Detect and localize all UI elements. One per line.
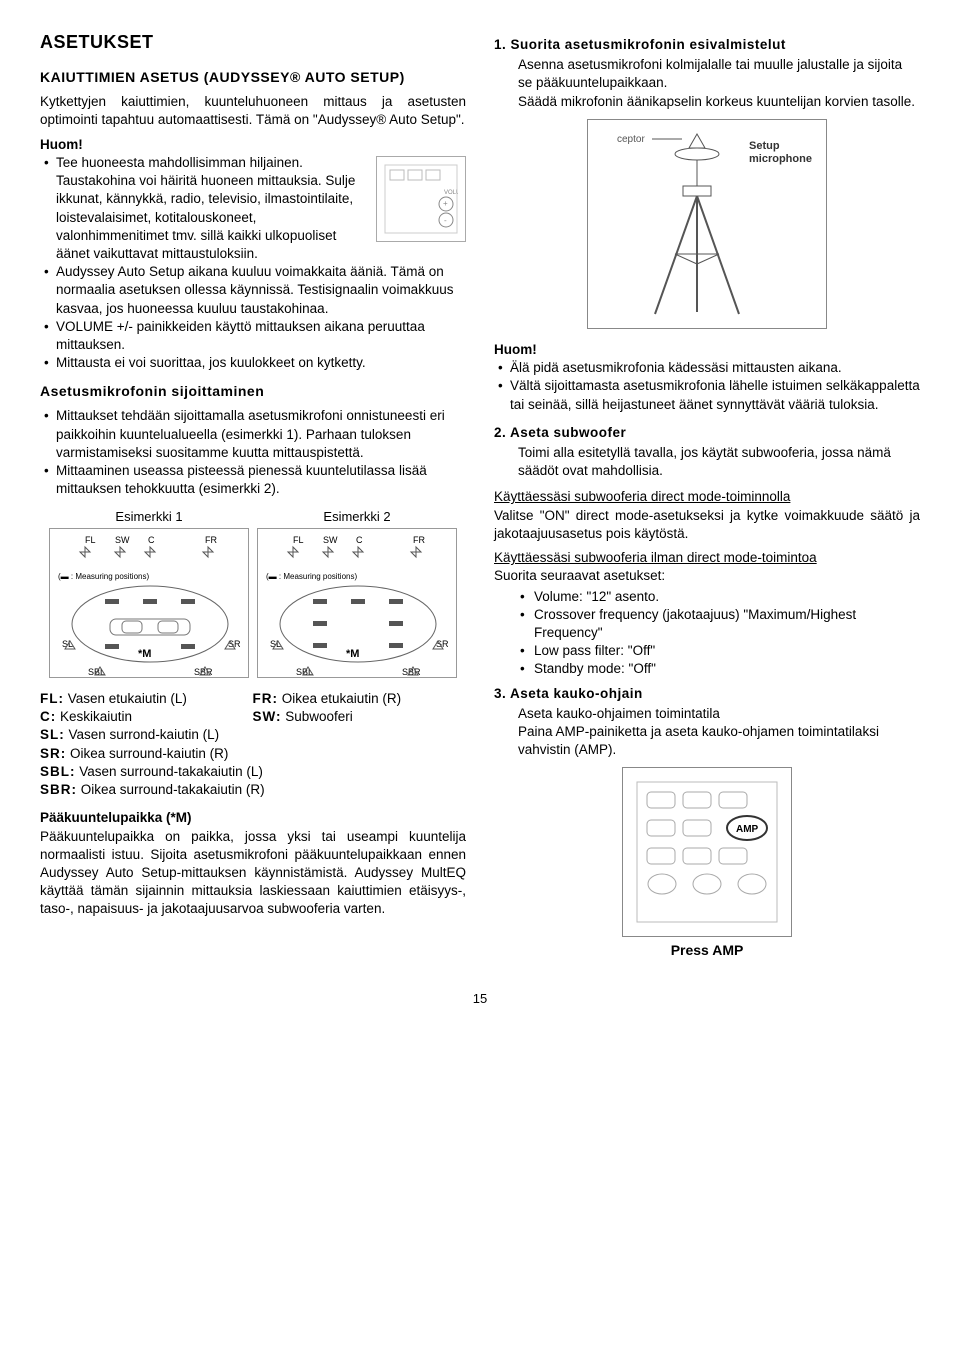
huom-bullet-list-right: Älä pidä asetusmikrofonia kädessäsi mitt… [494, 359, 920, 414]
huom-label-right: Huom! [494, 341, 920, 359]
page-number: 15 [40, 990, 920, 1008]
amp-remote-illustration: AMP [622, 767, 792, 937]
legend-row: SR: Oikea surround-kaiutin (R) [40, 745, 466, 763]
list-item: Vältä sijoittamasta asetusmikrofonia läh… [494, 377, 920, 413]
svg-text:FL: FL [85, 535, 96, 545]
svg-text:*M: *M [346, 648, 359, 660]
legend-key: SR: [40, 746, 66, 761]
legend-row: SL: Vasen surrond-kaiutin (L) [40, 726, 466, 744]
left-column: ASETUKSET KAIUTTIMIEN ASETUS (AUDYSSEY® … [40, 30, 466, 960]
legend-val: Vasen surround-takakaiutin (L) [79, 764, 263, 779]
legend-val: Keskikaiutin [60, 709, 132, 724]
legend-val: Oikea surround-kaiutin (R) [70, 746, 228, 761]
step-3-line-1: Aseta kauko-ohjaimen toimintatila [518, 705, 920, 723]
legend-row: SBR: Oikea surround-takakaiutin (R) [40, 781, 466, 799]
svg-text:microphone: microphone [749, 153, 812, 165]
svg-text:C: C [356, 535, 363, 545]
direct-mode-off-title: Käyttäessäsi subwooferia ilman direct mo… [494, 549, 920, 567]
svg-text:C: C [148, 535, 155, 545]
list-item: Volume: "12" asento. [520, 588, 920, 606]
diagram-2-label: Esimerkki 2 [257, 508, 457, 526]
legend-val: Vasen etukaiutin (L) [68, 691, 187, 706]
list-item: Tee huoneesta mahdollisimman hiljainen. … [40, 154, 466, 263]
svg-text:(▬ : Measuring positions): (▬ : Measuring positions) [58, 572, 149, 581]
right-column: 1. Suorita asetusmikrofonin esivalmistel… [494, 30, 920, 960]
direct-off-settings-list: Volume: "12" asento. Crossover frequency… [494, 588, 920, 679]
svg-text:ceptor: ceptor [617, 134, 645, 145]
diagram-1: FL SW C FR (▬ : Measuring positions) [49, 528, 249, 678]
diagram-2-wrapper: Esimerkki 2 FL SW C FR (▬ : Measuring po… [257, 508, 457, 678]
list-item: Mittausta ei voi suorittaa, jos kuulokke… [40, 354, 466, 372]
legend-key: FR: [253, 691, 279, 706]
svg-text:FL: FL [293, 535, 304, 545]
legend-val: Vasen surrond-kaiutin (L) [69, 727, 220, 742]
svg-text:*M: *M [138, 648, 151, 660]
legend-key: SBL: [40, 764, 76, 779]
huom-label-left: Huom! [40, 136, 466, 154]
list-item: Älä pidä asetusmikrofonia kädessäsi mitt… [494, 359, 920, 377]
step-2-body: Toimi alla esitetyllä tavalla, jos käytä… [494, 444, 920, 480]
legend-key: FL: [40, 691, 64, 706]
diagram-2: FL SW C FR (▬ : Measuring positions) [257, 528, 457, 678]
direct-mode-on-title: Käyttäessäsi subwooferia direct mode-toi… [494, 488, 920, 506]
list-item: Audyssey Auto Setup aikana kuuluu voimak… [40, 263, 466, 318]
legend-row: SBL: Vasen surround-takakaiutin (L) [40, 763, 466, 781]
step-3-body: Aseta kauko-ohjaimen toimintatila Paina … [494, 705, 920, 760]
legend-key: SW: [253, 709, 282, 724]
step-3-title: 3. Aseta kauko-ohjain [494, 685, 920, 703]
list-item: VOLUME +/- painikkeiden käyttö mittaukse… [40, 318, 466, 354]
svg-text:SW: SW [115, 535, 130, 545]
speaker-legend: FL: Vasen etukaiutin (L) FR: Oikea etuka… [40, 690, 466, 799]
svg-text:AMP: AMP [736, 824, 759, 835]
diagram-1-label: Esimerkki 1 [49, 508, 249, 526]
page-container: ASETUKSET KAIUTTIMIEN ASETUS (AUDYSSEY® … [40, 30, 920, 960]
list-item: Mittaukset tehdään sijoittamalla asetusm… [40, 407, 466, 462]
legend-row: C: Keskikaiutin SW: Subwooferi [40, 708, 466, 726]
main-position-text: Pääkuuntelupaikka on paikka, jossa yksi … [40, 828, 466, 919]
list-item: Low pass filter: "Off" [520, 642, 920, 660]
legend-key: SBR: [40, 782, 77, 797]
diagram-1-wrapper: Esimerkki 1 FL SW C FR (▬ : Measuring po… [49, 508, 249, 678]
mic-bullet-list: Mittaukset tehdään sijoittamalla asetusm… [40, 407, 466, 498]
diagram-row: Esimerkki 1 FL SW C FR (▬ : Measuring po… [40, 508, 466, 678]
legend-key: C: [40, 709, 56, 724]
direct-mode-on-body: Valitse "ON" direct mode-asetukseksi ja … [494, 507, 920, 543]
legend-val: Oikea etukaiutin (R) [282, 691, 401, 706]
amp-caption: Press AMP [494, 941, 920, 960]
svg-text:Setup: Setup [749, 140, 780, 152]
list-item: Standby mode: "Off" [520, 660, 920, 678]
huom-bullet-list-left: Tee huoneesta mahdollisimman hiljainen. … [40, 154, 466, 373]
svg-text:SW: SW [323, 535, 338, 545]
title-asetukset: ASETUKSET [40, 30, 466, 54]
list-item: Mittaaminen useassa pisteessä pienessä k… [40, 462, 466, 498]
list-item: Crossover frequency (jakotaajuus) "Maxim… [520, 606, 920, 642]
huom-block: VOLUME + - Tee huoneesta mahdollisimman … [40, 154, 466, 383]
tripod-illustration: ceptor Setup microphone [587, 119, 827, 329]
main-position-title: Pääkuuntelupaikka (*M) [40, 809, 466, 827]
step-3-line-2: Paina AMP-painiketta ja aseta kauko-ohja… [518, 723, 920, 759]
svg-text:FR: FR [413, 535, 425, 545]
legend-row: FL: Vasen etukaiutin (L) FR: Oikea etuka… [40, 690, 466, 708]
step-1-body: Asenna asetusmikrofoni kolmijalalle tai … [494, 56, 920, 111]
legend-val: Subwooferi [285, 709, 353, 724]
step-2-title: 2. Aseta subwoofer [494, 424, 920, 442]
intro-paragraph: Kytkettyjen kaiuttimien, kuunteluhuoneen… [40, 93, 466, 129]
section-auto-setup-title: KAIUTTIMIEN ASETUS (AUDYSSEY® AUTO SETUP… [40, 68, 466, 87]
direct-mode-off-body: Suorita seuraavat asetukset: [494, 567, 920, 585]
svg-text:(▬ : Measuring positions): (▬ : Measuring positions) [266, 572, 357, 581]
svg-text:FR: FR [205, 535, 217, 545]
mic-section-title: Asetusmikrofonin sijoittaminen [40, 382, 466, 401]
legend-key: SL: [40, 727, 65, 742]
legend-val: Oikea surround-takakaiutin (R) [81, 782, 265, 797]
step-1-title: 1. Suorita asetusmikrofonin esivalmistel… [494, 36, 920, 54]
